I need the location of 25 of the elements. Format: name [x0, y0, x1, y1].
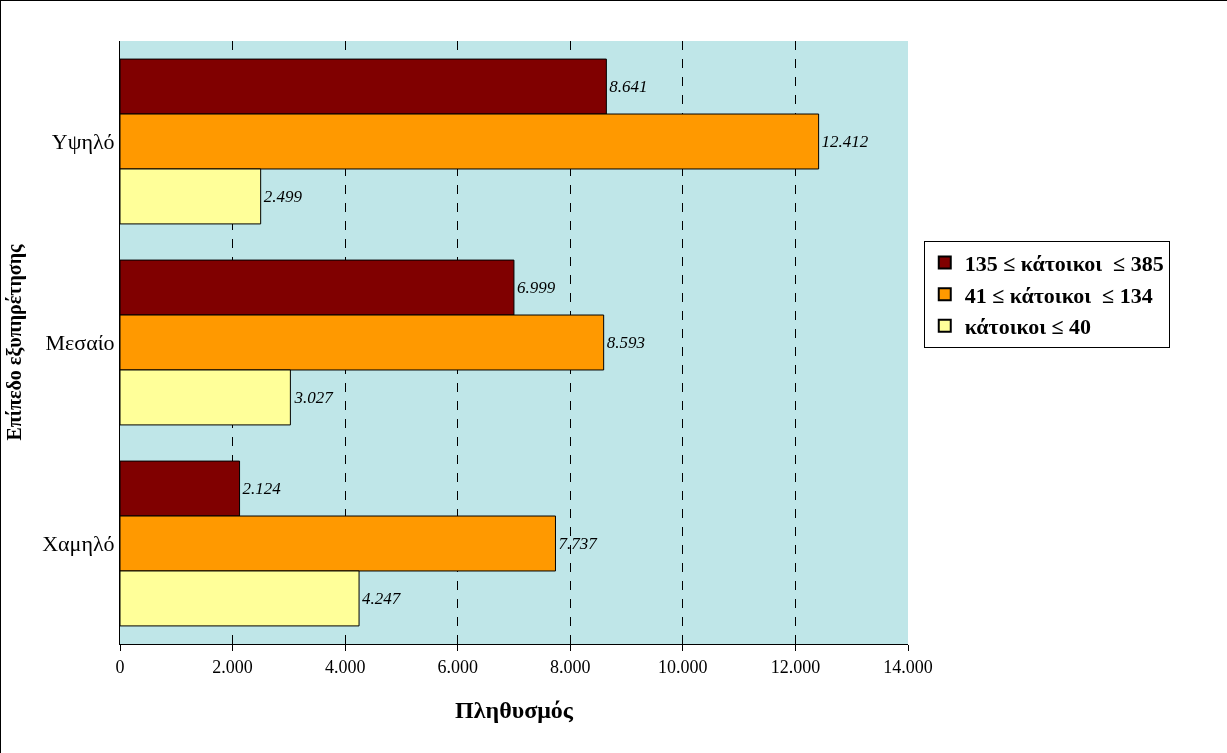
data-label: 3.027	[293, 387, 335, 407]
data-label: 8.641	[609, 77, 648, 97]
data-label: 7.737	[558, 534, 599, 553]
data-label: 2.124	[242, 479, 282, 499]
x-tick-label: 12.000	[770, 656, 821, 677]
data-label: 4.247	[362, 588, 402, 608]
x-tick-label: 6.000	[437, 656, 478, 677]
data-label: 8.593	[606, 333, 645, 352]
legend-label: 135 ≤ κάτοικοι ≤ 385	[964, 251, 1164, 277]
y-tick-label: Υψηλό	[51, 129, 115, 155]
data-label: 6.999	[516, 278, 556, 298]
x-tick-label: 10.000	[658, 656, 708, 677]
data-label: 2.499	[263, 186, 303, 206]
x-tick-label: 8.000	[550, 656, 591, 677]
x-tick-label: 14.000	[883, 656, 933, 677]
y-tick-label: Μεσαίο	[45, 330, 115, 356]
data-label: 12.412	[821, 132, 869, 151]
x-tick-label: 0	[115, 656, 125, 677]
y-axis-title: Επίπεδο εξυπηρέτησης	[2, 243, 26, 441]
legend-label: κάτοικοι ≤ 40	[964, 314, 1092, 340]
x-tick-label: 2.000	[212, 656, 253, 677]
legend-label: 41 ≤ κάτοικοι ≤ 134	[964, 282, 1153, 308]
x-axis-title: Πληθυσμός	[455, 696, 574, 723]
y-tick-label: Χαμηλό	[42, 531, 115, 557]
x-tick-label: 4.000	[324, 656, 366, 677]
